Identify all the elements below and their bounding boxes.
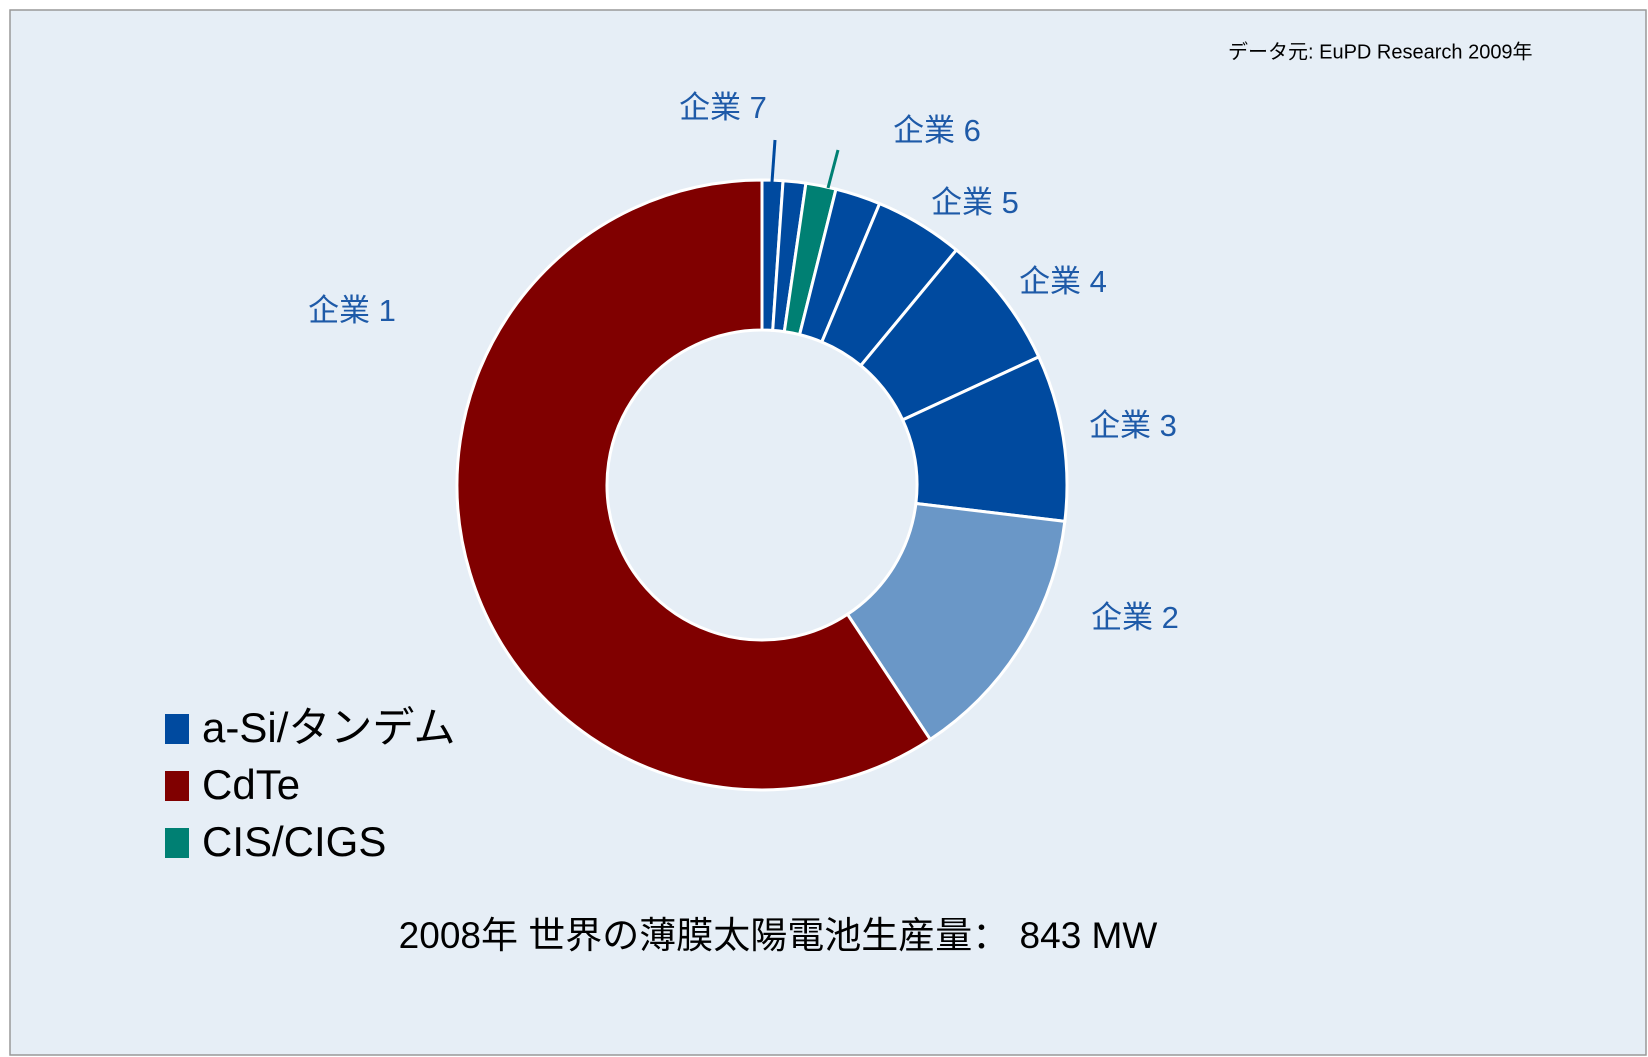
legend-label: CIS/CIGS <box>202 818 386 865</box>
source: データ元: EuPD Research 2009年 <box>1228 40 1533 63</box>
legend-swatch <box>165 714 189 744</box>
slice-label: 企業 4 <box>1019 264 1107 299</box>
leader-line <box>826 149 840 189</box>
slice-label: 企業 3 <box>1089 408 1177 443</box>
background <box>9 9 1647 1056</box>
legend-label: a-Si/タンデム <box>202 704 456 751</box>
slice-label: 企業 6 <box>893 113 981 148</box>
chart-title: 2008年 世界の薄膜太陽電池生産量： 843 MW <box>399 915 1158 956</box>
slice-label: 企業 7 <box>679 90 767 125</box>
slice-label: 企業 1 <box>308 293 396 328</box>
legend-label: CdTe <box>202 761 300 808</box>
legend-swatch <box>165 771 189 801</box>
slice-label: 企業 5 <box>931 185 1019 220</box>
slice-label: 企業 2 <box>1091 600 1179 635</box>
leader-line <box>770 139 777 183</box>
slice <box>845 501 1067 742</box>
slice <box>455 178 933 792</box>
legend-swatch <box>165 828 189 858</box>
